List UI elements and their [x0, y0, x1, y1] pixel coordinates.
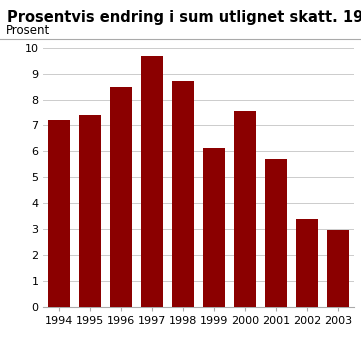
Bar	[296, 219, 318, 307]
Bar	[110, 87, 132, 307]
Bar	[172, 81, 194, 307]
Bar	[203, 148, 225, 307]
Bar	[48, 120, 70, 307]
Bar	[265, 159, 287, 307]
Bar	[79, 115, 101, 307]
Bar	[141, 56, 163, 307]
Text: Prosent: Prosent	[6, 24, 50, 38]
Text: Prosentvis endring i sum utlignet skatt. 1994-2003: Prosentvis endring i sum utlignet skatt.…	[7, 10, 361, 25]
Bar	[327, 231, 349, 307]
Bar	[234, 111, 256, 307]
